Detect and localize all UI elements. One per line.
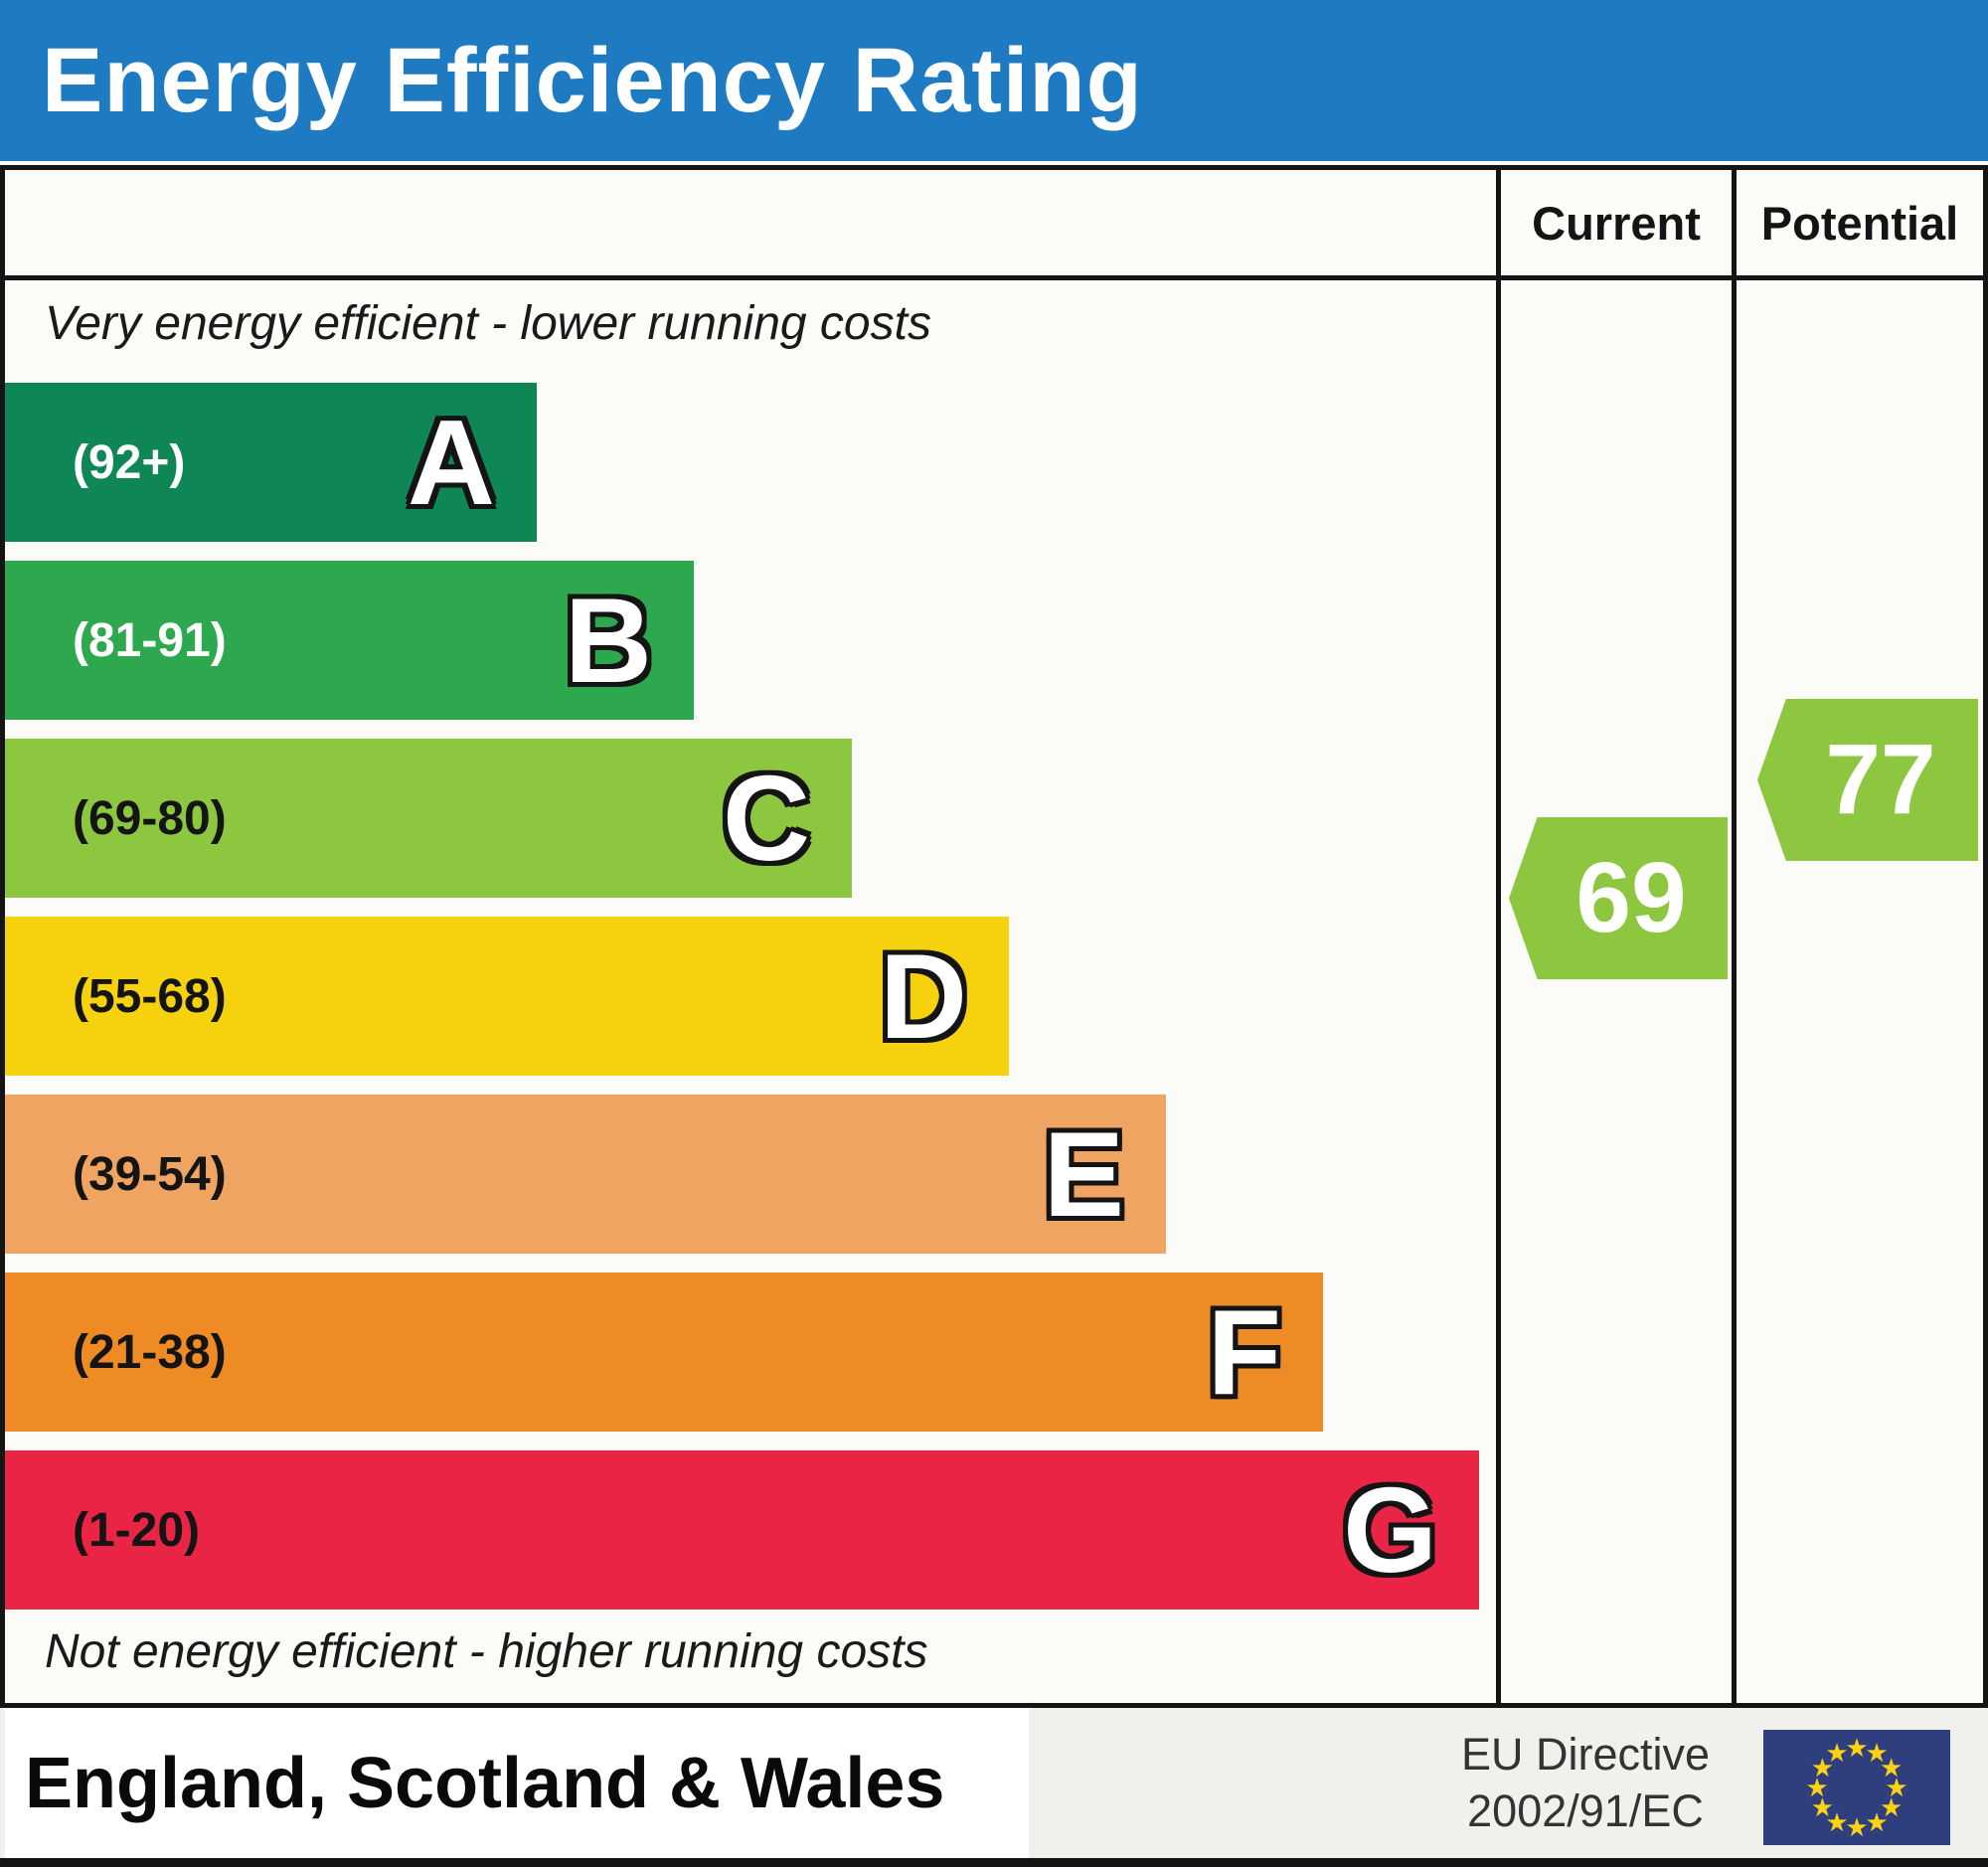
eu-flag-star: ★: [1865, 1806, 1889, 1837]
eu-flag-star: ★: [1845, 1812, 1869, 1842]
band-row-c: (69-80) C: [5, 739, 852, 898]
eu-directive-label: EU Directive 2002/91/EC: [1431, 1708, 1740, 1858]
footer-white-patch: [5, 1708, 1029, 1858]
efficiency-note-bottom: Not energy efficient - higher running co…: [45, 1625, 928, 1678]
band-letter: D: [879, 929, 967, 1064]
eu-flag-star: ★: [1825, 1738, 1849, 1769]
band-range-label: (21-38): [73, 1325, 227, 1379]
current-column-header: Current: [1532, 196, 1701, 250]
band-range-label: (55-68): [73, 969, 227, 1023]
band-range-label: (39-54): [73, 1147, 227, 1201]
eu-flag: ★ ★ ★ ★ ★ ★ ★ ★ ★ ★ ★ ★: [1763, 1730, 1950, 1845]
current-rating-value: 69: [1575, 842, 1687, 953]
band-row-b: (81-91) B: [5, 561, 694, 720]
eu-flag-star: ★: [1879, 1792, 1904, 1822]
table-bottom-line: [5, 1703, 1983, 1708]
band-letter: C: [722, 751, 810, 886]
eu-directive-line1: EU Directive: [1460, 1729, 1711, 1781]
eu-flag-star: ★: [1845, 1733, 1869, 1763]
band-letter: F: [1207, 1284, 1281, 1420]
footer: England, Scotland & Wales EU Directive 2…: [0, 1708, 1988, 1858]
eu-directive-line2: 2002/91/EC: [1467, 1784, 1704, 1836]
band-letter: A: [407, 395, 495, 530]
current-column-divider: [1496, 170, 1501, 1708]
band-range-label: (69-80): [73, 791, 227, 845]
band-row-g: (1-20) G: [5, 1450, 1479, 1610]
eu-flag-star: ★: [1810, 1792, 1834, 1822]
eu-flag-star: ★: [1885, 1773, 1908, 1802]
header-separator-line: [5, 275, 1983, 280]
potential-rating-arrow: 77: [1757, 699, 1978, 861]
region-label: England, Scotland & Wales: [25, 1743, 945, 1823]
eu-flag-star: ★: [1865, 1738, 1889, 1769]
eu-flag-star: ★: [1825, 1806, 1849, 1837]
band-range-label: (92+): [73, 435, 186, 489]
band-letter: B: [564, 573, 652, 708]
band-range-label: (1-20): [73, 1503, 201, 1557]
band-letter: E: [1043, 1106, 1124, 1242]
band-row-e: (39-54) E: [5, 1095, 1166, 1254]
potential-column-divider: [1732, 170, 1737, 1708]
page-title: Energy Efficiency Rating: [42, 29, 1143, 131]
potential-rating-value: 77: [1825, 724, 1936, 835]
eu-flag-star: ★: [1805, 1773, 1829, 1802]
band-letter: G: [1343, 1462, 1437, 1598]
band-row-a: (92+) A: [5, 383, 537, 542]
efficiency-note-top: Very energy efficient - lower running co…: [45, 297, 931, 350]
band-row-d: (55-68) D: [5, 917, 1009, 1076]
title-bar: Energy Efficiency Rating: [0, 0, 1988, 161]
potential-column-header: Potential: [1760, 196, 1959, 250]
band-row-f: (21-38) F: [5, 1273, 1323, 1432]
band-range-label: (81-91): [73, 613, 227, 667]
eu-flag-star: ★: [1810, 1753, 1834, 1782]
current-rating-arrow: 69: [1509, 817, 1728, 979]
eu-flag-star: ★: [1879, 1753, 1904, 1782]
